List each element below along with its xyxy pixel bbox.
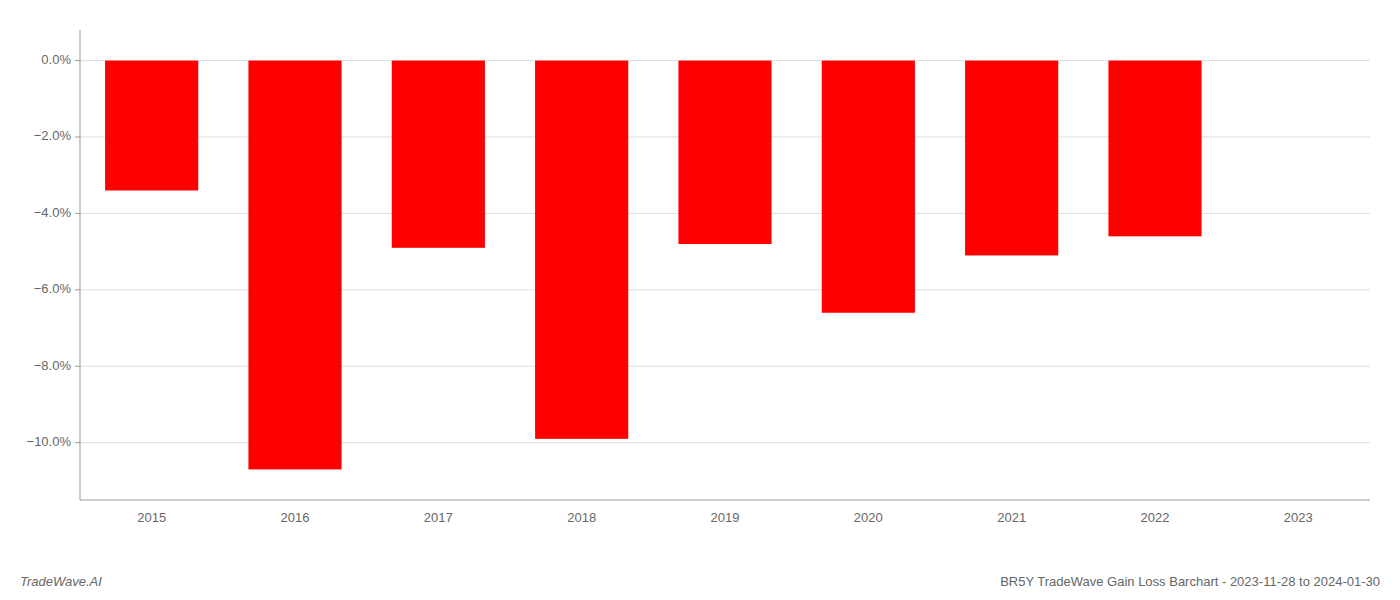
x-tick-label: 2023: [1284, 510, 1313, 525]
y-tick-label: −2.0%: [34, 128, 72, 143]
y-tick-label: −4.0%: [34, 205, 72, 220]
y-axis-line: [80, 30, 81, 500]
y-tick: [75, 442, 80, 443]
chart: 0.0% −2.0% −4.0% −6.0% −8.0% −10.0% 2015 2016 20…: [0, 0, 1400, 600]
x-tick-label: 2021: [997, 510, 1026, 525]
footer: TradeWave.AI: [20, 574, 102, 589]
bars: [105, 61, 1201, 470]
axes: 0.0% −2.0% −4.0% −6.0% −8.0% −10.0% 2015 2016 20…: [27, 30, 1370, 525]
bar: [822, 61, 915, 313]
y-tick: [75, 289, 80, 290]
x-axis-line: [80, 500, 1370, 501]
y-tick: [75, 136, 80, 137]
bar: [535, 61, 628, 439]
title: BR5Y TradeWave Gain Loss Barchart - 2023…: [1000, 574, 1380, 589]
x-tick-label: 2016: [281, 510, 310, 525]
bar: [1252, 60, 1345, 61]
x-tick-label: 2019: [711, 510, 740, 525]
x-tick-label: 2022: [1141, 510, 1170, 525]
y-tick-label: −10.0%: [27, 434, 72, 449]
x-tick-label: 2015: [137, 510, 166, 525]
y-tick-label: −8.0%: [34, 358, 72, 373]
bar: [105, 61, 198, 191]
x-tick-label: 2020: [854, 510, 883, 525]
x-tick-label: 2017: [424, 510, 453, 525]
bar: [965, 61, 1058, 256]
y-tick-label: 0.0%: [41, 52, 71, 67]
bar: [1108, 61, 1201, 237]
y-tick: [75, 366, 80, 367]
bar: [392, 61, 485, 248]
x-tick-label: 2018: [567, 510, 596, 525]
y-tick-label: −6.0%: [34, 281, 72, 296]
y-tick: [75, 60, 80, 61]
bar: [678, 61, 771, 244]
y-tick: [75, 213, 80, 214]
bar: [248, 61, 341, 470]
